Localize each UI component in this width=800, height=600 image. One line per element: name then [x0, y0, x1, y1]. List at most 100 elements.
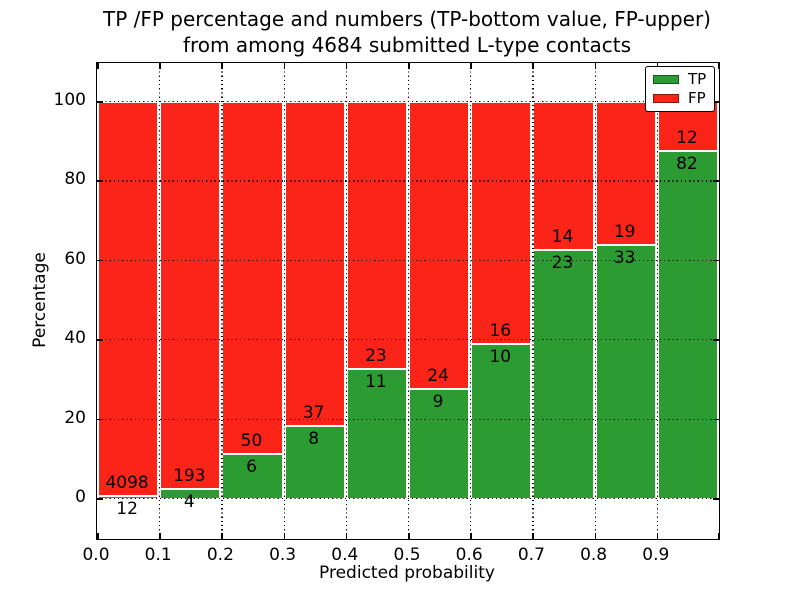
x-tick-label: 0.2: [206, 545, 234, 565]
bar-fp-count-label: 14: [551, 227, 574, 248]
x-tick-mark: [221, 63, 223, 69]
y-tick-mark: [713, 498, 719, 500]
bar-fp-count-label: 193: [173, 465, 206, 486]
bar-tp-segment: [223, 455, 282, 498]
bar-fp-segment: [99, 101, 158, 497]
y-tick-mark: [713, 180, 719, 182]
x-tick-label: 0.0: [82, 545, 110, 565]
bar-tp-segment: [534, 251, 593, 498]
y-tick-label: 60: [64, 248, 86, 269]
bar-fp-segment: [534, 101, 593, 252]
x-tick-mark: [159, 533, 161, 539]
bar-tp-count-label: 4: [183, 491, 195, 512]
y-tick-mark: [97, 498, 103, 500]
bar-tp-segment: [99, 496, 158, 498]
gridline-vertical: [532, 63, 534, 539]
bar-fp-segment: [472, 101, 531, 346]
bar-tp-count-label: 8: [308, 429, 320, 450]
x-tick-mark: [159, 63, 161, 69]
gridline-vertical: [408, 63, 410, 539]
legend-label-tp: TP: [688, 70, 707, 88]
bar-fp-segment: [285, 101, 344, 428]
x-tick-mark: [221, 533, 223, 539]
x-tick-mark: [532, 533, 534, 539]
x-tick-mark: [594, 63, 597, 69]
legend-item-fp: FP: [653, 91, 707, 106]
x-tick-mark: [470, 63, 472, 69]
bar-tp-count-label: 10: [489, 347, 512, 368]
x-tick-mark: [717, 63, 719, 69]
gridline-vertical: [221, 63, 223, 539]
bar-fp-count-label: 4098: [105, 472, 149, 493]
legend-item-tp: TP: [653, 72, 707, 87]
bar-tp-count-label: 82: [676, 153, 698, 174]
y-tick-mark: [97, 101, 103, 103]
fp-swatch-icon: [653, 94, 679, 103]
x-tick-mark: [345, 533, 348, 539]
bar-tp-segment: [596, 246, 655, 498]
gridline-vertical: [594, 63, 596, 539]
x-tick-label: 0.9: [642, 545, 670, 565]
x-tick-label: 0.7: [517, 545, 545, 565]
y-tick-mark: [97, 259, 103, 262]
bar-fp-segment: [223, 101, 282, 456]
x-tick-label: 0.4: [331, 545, 359, 565]
x-tick-label: 0.8: [580, 545, 608, 565]
y-tick-mark: [97, 418, 103, 421]
x-tick-label: 0.3: [269, 545, 297, 565]
x-tick-mark: [283, 533, 286, 539]
plot-area: [96, 62, 720, 540]
bar-tp-count-label: 12: [116, 498, 138, 519]
bar-tp-count-label: 11: [365, 371, 387, 392]
y-tick-mark: [713, 418, 719, 421]
tp-swatch-icon: [653, 75, 679, 84]
x-tick-mark: [717, 533, 719, 539]
x-tick-label: 0.6: [455, 545, 483, 565]
bar-fp-count-label: 24: [427, 365, 449, 386]
x-axis-label: Predicted probability: [319, 563, 495, 583]
bar-tp-count-label: 6: [246, 457, 257, 478]
y-tick-mark: [97, 339, 103, 341]
y-tick-label: 80: [64, 169, 86, 190]
legend: TP FP: [645, 66, 715, 112]
gridline-vertical: [159, 63, 161, 539]
y-tick-mark: [97, 180, 103, 182]
bar-tp-segment: [472, 345, 531, 498]
x-tick-label: 0.5: [393, 545, 421, 565]
y-tick-label: 100: [53, 90, 86, 110]
bar-tp-segment: [658, 151, 717, 498]
bar-tp-segment: [285, 427, 344, 498]
y-tick-mark: [713, 259, 719, 262]
x-tick-mark: [594, 533, 597, 539]
x-tick-mark: [97, 533, 99, 539]
chart-title-line1: TP /FP percentage and numbers (TP-bottom…: [103, 7, 711, 31]
x-tick-mark: [345, 63, 348, 69]
gridline-vertical: [656, 63, 658, 539]
bar-fp-count-label: 50: [240, 431, 263, 452]
gridline-vertical: [345, 63, 347, 539]
y-tick-mark: [713, 339, 719, 341]
x-tick-mark: [470, 533, 472, 539]
x-tick-mark: [532, 63, 534, 69]
chart-title: TP /FP percentage and numbers (TP-bottom…: [96, 6, 718, 58]
bar-tp-segment: [161, 489, 220, 498]
bar-fp-segment: [410, 101, 469, 390]
y-tick-label: 20: [64, 407, 86, 428]
x-tick-mark: [656, 533, 659, 539]
chart-title-line2: from among 4684 submitted L-type contact…: [182, 33, 632, 57]
x-tick-mark: [283, 63, 286, 69]
bar-tp-count-label: 33: [613, 248, 636, 269]
bar-tp-segment: [347, 369, 406, 498]
bar-fp-segment: [347, 101, 406, 370]
bar-fp-count-label: 16: [489, 321, 512, 342]
x-tick-mark: [97, 63, 99, 69]
x-tick-label: 0.1: [144, 545, 172, 565]
bar-fp-count-label: 19: [613, 222, 636, 243]
bar-fp-count-label: 23: [365, 345, 387, 366]
x-tick-mark: [408, 63, 410, 69]
gridline-vertical: [283, 63, 285, 539]
legend-label-fp: FP: [688, 89, 706, 107]
bar-fp-count-label: 12: [676, 127, 698, 148]
gridline-vertical: [470, 63, 472, 539]
